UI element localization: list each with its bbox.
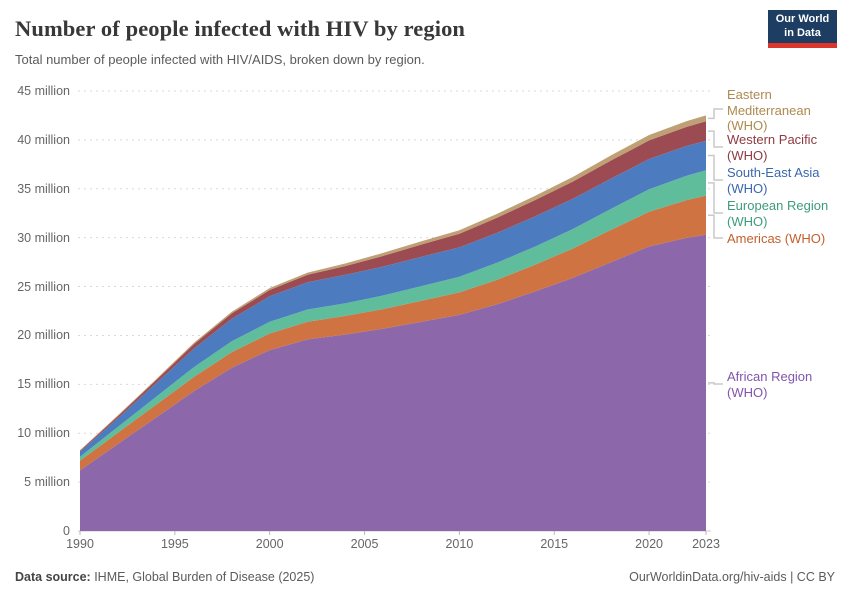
y-axis-label: 40 million [17,132,70,147]
area-americas[interactable] [80,195,706,471]
attribution: OurWorldinData.org/hiv-aids | CC BY [629,570,835,584]
legend-item-western-pacific[interactable]: Western Pacific (WHO) [727,132,818,163]
page-title: Number of people infected with HIV by re… [15,16,466,41]
legend-item-african-region[interactable]: African Region (WHO) [727,369,813,400]
legend-item-european-region[interactable]: European Region (WHO) [727,198,829,229]
owid-logo[interactable]: Our World in Data [768,10,837,48]
legend-connector [708,108,723,120]
owid-link[interactable]: OurWorldinData.org/hiv-aids [629,570,787,584]
x-axis-label: 2015 [540,537,569,551]
area-european-region[interactable] [80,170,706,461]
footer: Data source: IHME, Global Burden of Dise… [15,570,835,584]
x-axis-label: 1990 [66,537,94,551]
data-source-value: IHME, Global Burden of Disease (2025) [90,570,315,584]
legend-connector [708,382,723,385]
x-axis-label: 1995 [160,537,189,551]
legend-connector [708,214,723,239]
legend-connector [708,154,723,181]
y-axis-label: 45 million [17,84,70,98]
x-axis-label: 2005 [350,537,379,551]
legend-item-americas[interactable]: Americas (WHO) [727,231,826,246]
y-axis-label: 25 million [17,279,70,294]
legend-connector [708,130,723,148]
x-axis-label: 2010 [445,537,474,551]
area-african-region[interactable] [80,234,706,531]
license-badge: | CC BY [786,570,835,584]
data-source: Data source: IHME, Global Burden of Dise… [15,570,314,584]
y-axis-label: 5 million [24,475,70,490]
x-axis-label: 2023 [692,537,720,551]
x-axis-label: 2020 [635,537,663,551]
y-axis-label: 35 million [17,181,70,196]
legend-item-south-east-asia[interactable]: South-East Asia (WHO) [727,165,820,196]
area-south-east-asia[interactable] [80,140,706,457]
owid-logo-line1: Our World [775,13,830,26]
y-axis-label: 0 [63,524,70,538]
data-source-label: Data source: [15,570,91,584]
area-western-pacific[interactable] [80,121,706,452]
legend-connector [708,182,723,214]
owid-logo-line2: in Data [784,26,821,39]
y-axis-label: 10 million [17,426,70,441]
y-axis-label: 20 million [17,328,70,343]
chart-subtitle: Total number of people infected with HIV… [15,52,425,67]
y-axis-label: 15 million [17,377,70,392]
y-axis-label: 30 million [17,230,70,245]
x-axis-label: 2000 [255,537,284,551]
legend-item-eastern-mediterranean[interactable]: Eastern Mediterranean (WHO) [727,87,811,133]
